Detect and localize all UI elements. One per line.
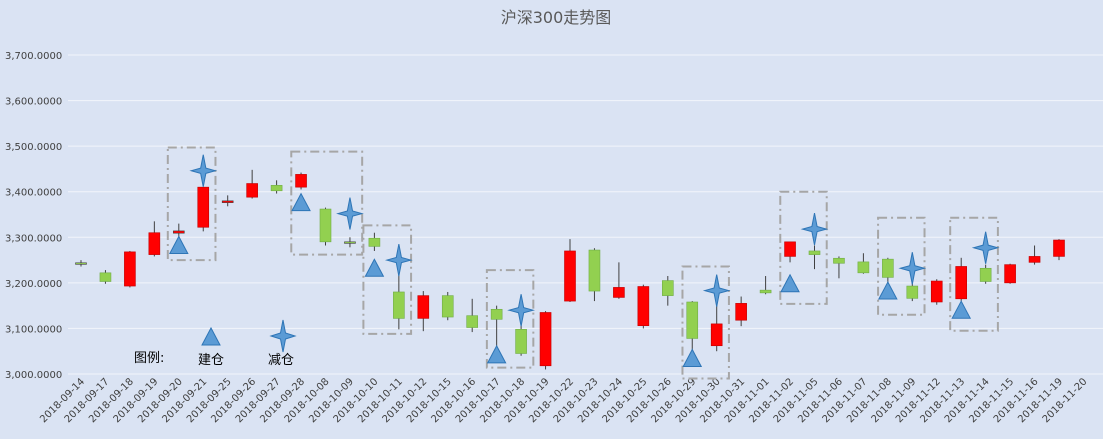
- candle-up: [221, 200, 234, 203]
- candle-down: [466, 315, 479, 328]
- trade-markers: [168, 154, 1000, 368]
- candle-down: [270, 185, 283, 192]
- sell-marker-star-icon: [336, 197, 364, 230]
- y-tick-label: 3,400.0000: [5, 188, 62, 199]
- sell-marker-star-icon: [702, 274, 731, 307]
- highlight-box: [166, 146, 217, 262]
- buy-marker-triangle-icon: [168, 235, 189, 254]
- x-axis-ticks: 2018-09-142018-09-172018-09-182018-09-19…: [38, 376, 1089, 425]
- candle-down: [808, 250, 821, 255]
- candle-up: [710, 323, 723, 347]
- candle-up: [564, 250, 576, 302]
- legend-buy-triangle-icon: [201, 326, 221, 346]
- buy-marker-triangle-icon: [780, 273, 800, 293]
- candle-up: [539, 312, 552, 367]
- highlight-boxes: [166, 146, 999, 380]
- y-tick-label: 3,300.0000: [5, 233, 62, 244]
- candle-down: [515, 329, 527, 354]
- highlight-box: [949, 216, 999, 332]
- legend-buy-label: 建仓: [198, 353, 224, 368]
- buy-marker-triangle-icon: [291, 192, 311, 212]
- candle-up: [148, 232, 161, 255]
- highlight-box: [290, 150, 364, 256]
- legend-sell-label: 减仓: [268, 353, 294, 368]
- buy-marker-triangle-icon: [951, 300, 972, 319]
- sell-marker-star-icon: [507, 294, 535, 327]
- candle-down: [833, 257, 845, 264]
- candle-up: [417, 295, 430, 319]
- candle-down: [588, 249, 601, 292]
- candle-down: [344, 241, 356, 244]
- sell-marker-star-icon: [898, 252, 927, 285]
- sell-marker-star-icon: [971, 231, 1000, 264]
- candle-down: [759, 289, 772, 294]
- candle-up: [930, 280, 943, 303]
- candle-down: [686, 301, 699, 339]
- candle-down: [99, 272, 112, 282]
- sell-marker-star-icon: [800, 212, 829, 246]
- chart-title: 沪深300走势图: [501, 8, 612, 27]
- candle-down: [393, 291, 405, 319]
- candle-down: [661, 280, 674, 296]
- candle-up: [1004, 264, 1016, 284]
- y-tick-label: 3,500.0000: [5, 142, 62, 153]
- candle-down: [75, 262, 87, 265]
- highlight-box: [485, 269, 535, 369]
- candle-down: [857, 261, 870, 274]
- y-tick-label: 3,700.0000: [5, 51, 62, 62]
- candle-up: [173, 230, 185, 234]
- y-tick-label: 3,600.0000: [5, 97, 62, 108]
- buy-marker-triangle-icon: [682, 348, 703, 368]
- legend: 图例: 建仓 减仓: [134, 319, 297, 368]
- candle-down: [979, 267, 992, 282]
- highlight-box: [681, 265, 730, 380]
- buy-marker-triangle-icon: [486, 344, 507, 364]
- candle-up: [246, 183, 258, 198]
- candles: [75, 169, 1065, 370]
- y-tick-label: 3,000.0000: [5, 370, 62, 381]
- highlight-box: [362, 224, 413, 335]
- candle-up: [1053, 239, 1065, 257]
- candle-up: [1028, 256, 1041, 263]
- y-axis-ticks: 3,000.0000 3,100.0000 3,200.0000 3,300.0000…: [5, 51, 62, 381]
- highlight-box: [877, 216, 926, 316]
- sell-marker-star-icon: [189, 154, 218, 187]
- candle-up: [637, 286, 650, 326]
- y-tick-label: 3,200.0000: [5, 279, 62, 290]
- legend-sell-star-icon: [269, 319, 297, 353]
- candle-up: [613, 287, 625, 298]
- candle-down: [368, 237, 381, 247]
- sell-marker-star-icon: [384, 243, 413, 277]
- candle-down: [882, 258, 894, 278]
- candle-up: [295, 174, 307, 188]
- legend-label: 图例:: [134, 351, 164, 366]
- candle-up: [124, 251, 136, 287]
- candle-up: [197, 186, 210, 228]
- candle-down: [441, 295, 454, 318]
- buy-marker-triangle-icon: [364, 258, 385, 277]
- candle-down: [490, 308, 503, 320]
- buy-marker-triangle-icon: [878, 280, 898, 300]
- y-tick-label: 3,100.0000: [5, 324, 62, 335]
- candle-up: [735, 303, 747, 321]
- candle-up: [955, 266, 968, 300]
- highlight-box: [779, 190, 828, 305]
- candle-down: [319, 208, 332, 243]
- candle-up: [784, 241, 796, 257]
- gridlines: [68, 54, 1103, 375]
- candle-down: [906, 285, 919, 299]
